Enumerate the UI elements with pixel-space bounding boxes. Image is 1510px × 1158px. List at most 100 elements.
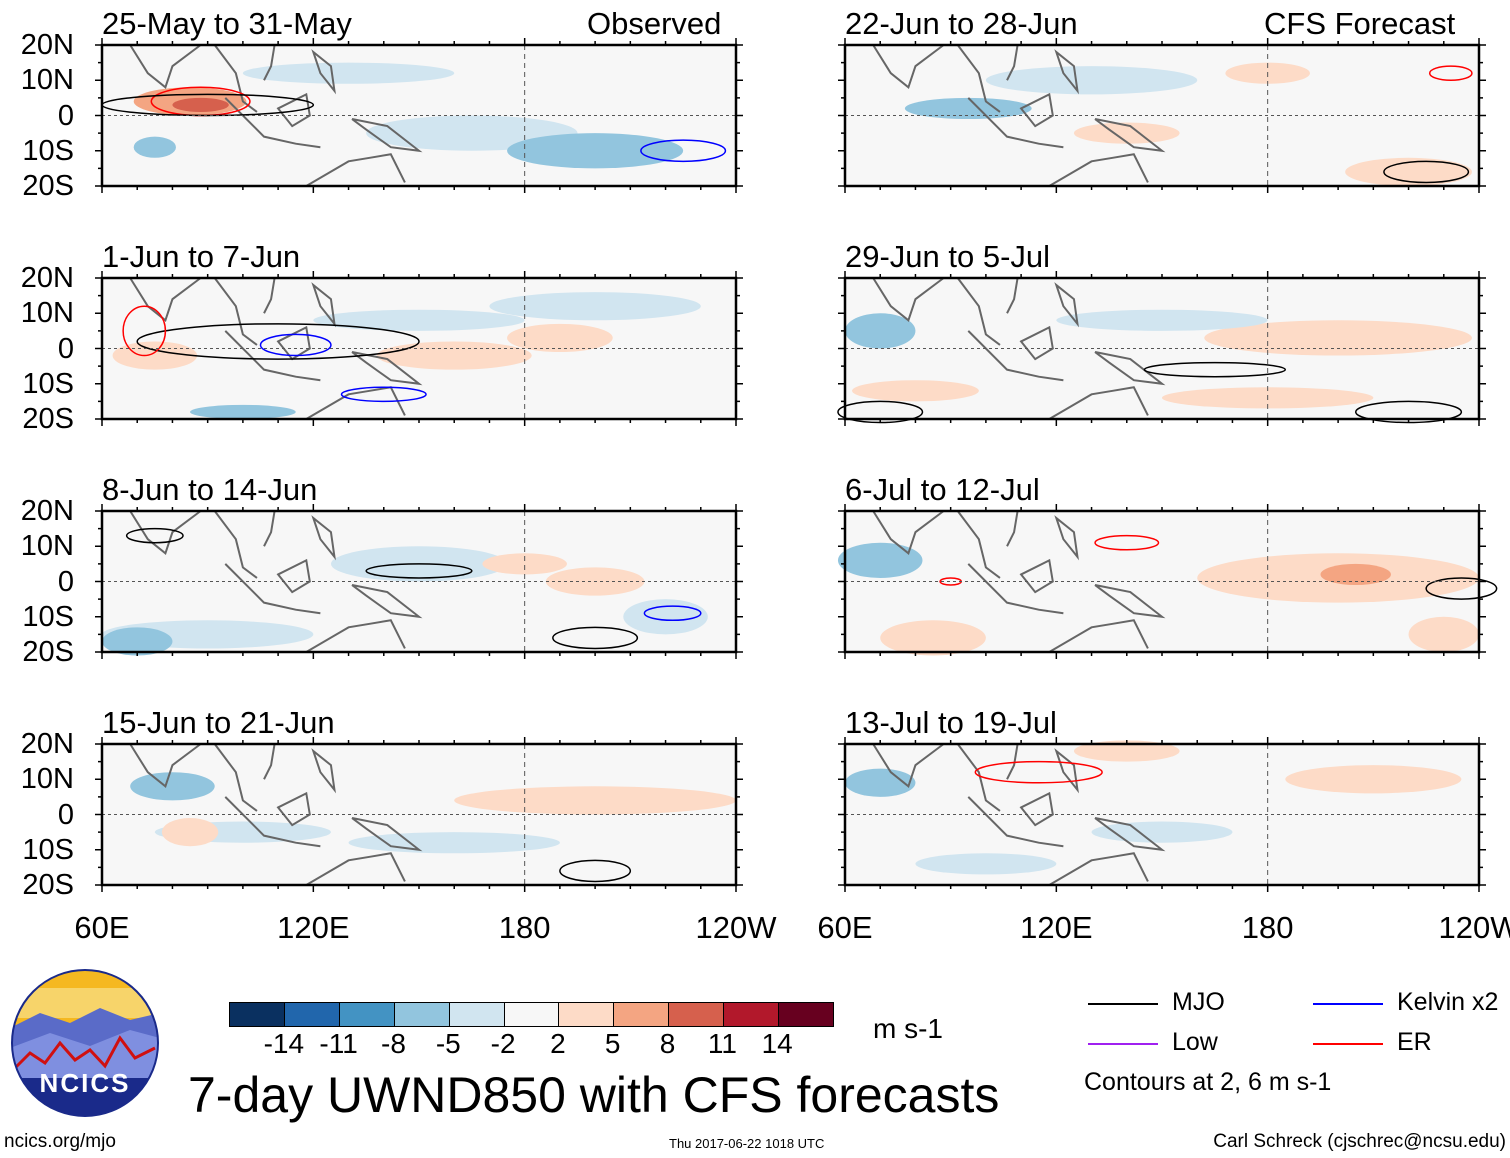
svg-text:NCICS: NCICS [40, 1068, 131, 1098]
contour-line [340, 386, 427, 403]
wind-anomaly-area [1345, 157, 1472, 186]
colorbar-tick: -14 [263, 1028, 305, 1059]
legend-line [1088, 1003, 1158, 1005]
map-panel [838, 38, 1486, 193]
coastline [872, 510, 1166, 653]
contour-line [640, 139, 727, 163]
lat-label: 20N [20, 29, 74, 61]
contour-line [1425, 577, 1498, 600]
lat-label: 10S [22, 833, 74, 866]
panel-title: 1-Jun to 7-Jun [102, 239, 301, 274]
panel-title: 8-Jun to 14-Jun [102, 472, 318, 507]
wind-anomaly-area [482, 553, 567, 575]
panel-title: 29-Jun to 5-Jul [845, 239, 1051, 274]
lon-label: 60E [817, 910, 873, 945]
contour-line [259, 333, 332, 357]
map-panel [95, 38, 743, 193]
colorbar-swatch [558, 1003, 614, 1026]
wind-anomaly-area [1285, 765, 1462, 794]
lat-label: 0 [57, 332, 74, 365]
wind-anomaly-area [845, 768, 916, 797]
contour-line [365, 563, 473, 579]
coastline [129, 510, 423, 653]
colorbar-tick: -11 [319, 1028, 358, 1059]
wind-anomaly-area [1320, 563, 1391, 586]
contour-line [552, 626, 639, 650]
lat-label: 0 [57, 565, 74, 598]
colorbar-tick: -8 [381, 1028, 406, 1059]
map-panel [838, 737, 1486, 892]
contour-line [122, 305, 167, 357]
colorbar-swatch [393, 1003, 449, 1026]
lon-label: 60E [74, 910, 130, 945]
wind-anomaly-area [133, 136, 176, 158]
colorbar-tick: -2 [490, 1028, 516, 1059]
legend-label: MJO [1172, 988, 1225, 1016]
colorbar-units: m s-1 [873, 1013, 943, 1044]
colorbar-tick: 5 [604, 1028, 621, 1059]
wind-anomaly-area [1091, 821, 1233, 843]
panel-title: 22-Jun to 28-Jun [845, 6, 1078, 41]
lat-label: 10N [20, 64, 74, 97]
panel-title: 15-Jun to 21-Jun [102, 705, 335, 740]
wind-anomaly-area [1204, 320, 1472, 356]
wind-anomaly-area [880, 620, 986, 656]
coastline [129, 743, 423, 886]
colorbar-swatch [230, 1003, 284, 1026]
lon-label: 120E [1020, 910, 1093, 945]
legend-line [1313, 1043, 1383, 1045]
contour-line [1094, 534, 1160, 551]
lon-label: 120W [1438, 910, 1510, 945]
wind-anomaly-area [161, 818, 219, 847]
observed-label: Observed [587, 6, 722, 41]
lat-label: 20S [22, 170, 74, 202]
contour-note: Contours at 2, 6 m s-1 [1084, 1068, 1332, 1096]
wind-anomaly-area [1073, 122, 1180, 144]
footer-timestamp: Thu 2017-06-22 1018 UTC [669, 1136, 825, 1151]
map-panel [837, 271, 1486, 426]
footer-url: ncics.org/mjo [4, 1131, 116, 1152]
contour-line [974, 760, 1103, 784]
lat-label: 10N [20, 297, 74, 330]
lat-label: 20N [20, 262, 74, 294]
lon-label: 180 [498, 910, 551, 945]
colorbar-swatch [778, 1003, 833, 1026]
legend-line [1313, 1003, 1383, 1005]
colorbar-tick: -5 [435, 1028, 461, 1059]
colorbar-tick: 14 [761, 1028, 793, 1059]
wind-anomaly-area [1408, 616, 1479, 652]
wind-anomaly-area [852, 380, 979, 402]
contour-line [1383, 160, 1470, 184]
ncics-logo: NCICS [11, 969, 159, 1117]
colorbar-swatch [283, 1003, 339, 1026]
wind-anomaly-area [507, 323, 613, 353]
wind-anomaly-area [130, 772, 215, 801]
lat-label: 20S [22, 403, 74, 435]
coastline [872, 743, 1166, 886]
wind-anomaly-area [1056, 309, 1268, 331]
coastline [872, 277, 1166, 420]
wind-anomaly-area [172, 97, 229, 112]
wind-anomaly-area [313, 309, 525, 331]
wind-anomaly-area [507, 133, 684, 169]
figure-title: 7-day UWND850 with CFS forecasts [188, 1067, 1000, 1123]
colorbar-swatch [503, 1003, 559, 1026]
panel-title: 25-May to 31-May [102, 6, 352, 41]
footer-credit: Carl Schreck (cjschrec@ncsu.edu) [1213, 1131, 1506, 1152]
colorbar-tick: 8 [659, 1028, 676, 1059]
wind-anomaly-area [348, 832, 560, 854]
wind-anomaly-area [1073, 740, 1180, 762]
colorbar [229, 1002, 834, 1027]
colorbar-swatch [613, 1003, 669, 1026]
wind-anomaly-area [845, 313, 916, 349]
wind-anomaly-area [489, 292, 701, 321]
map-panel [95, 737, 743, 892]
wind-anomaly-area [623, 599, 708, 635]
legend-line [1088, 1043, 1158, 1045]
wind-anomaly-area [837, 542, 923, 578]
contour-line [1143, 361, 1287, 378]
panel-title: 6-Jul to 12-Jul [845, 472, 1040, 507]
wind-anomaly-area [376, 341, 532, 370]
lat-label: 20N [20, 495, 74, 527]
colorbar-swatch [338, 1003, 394, 1026]
